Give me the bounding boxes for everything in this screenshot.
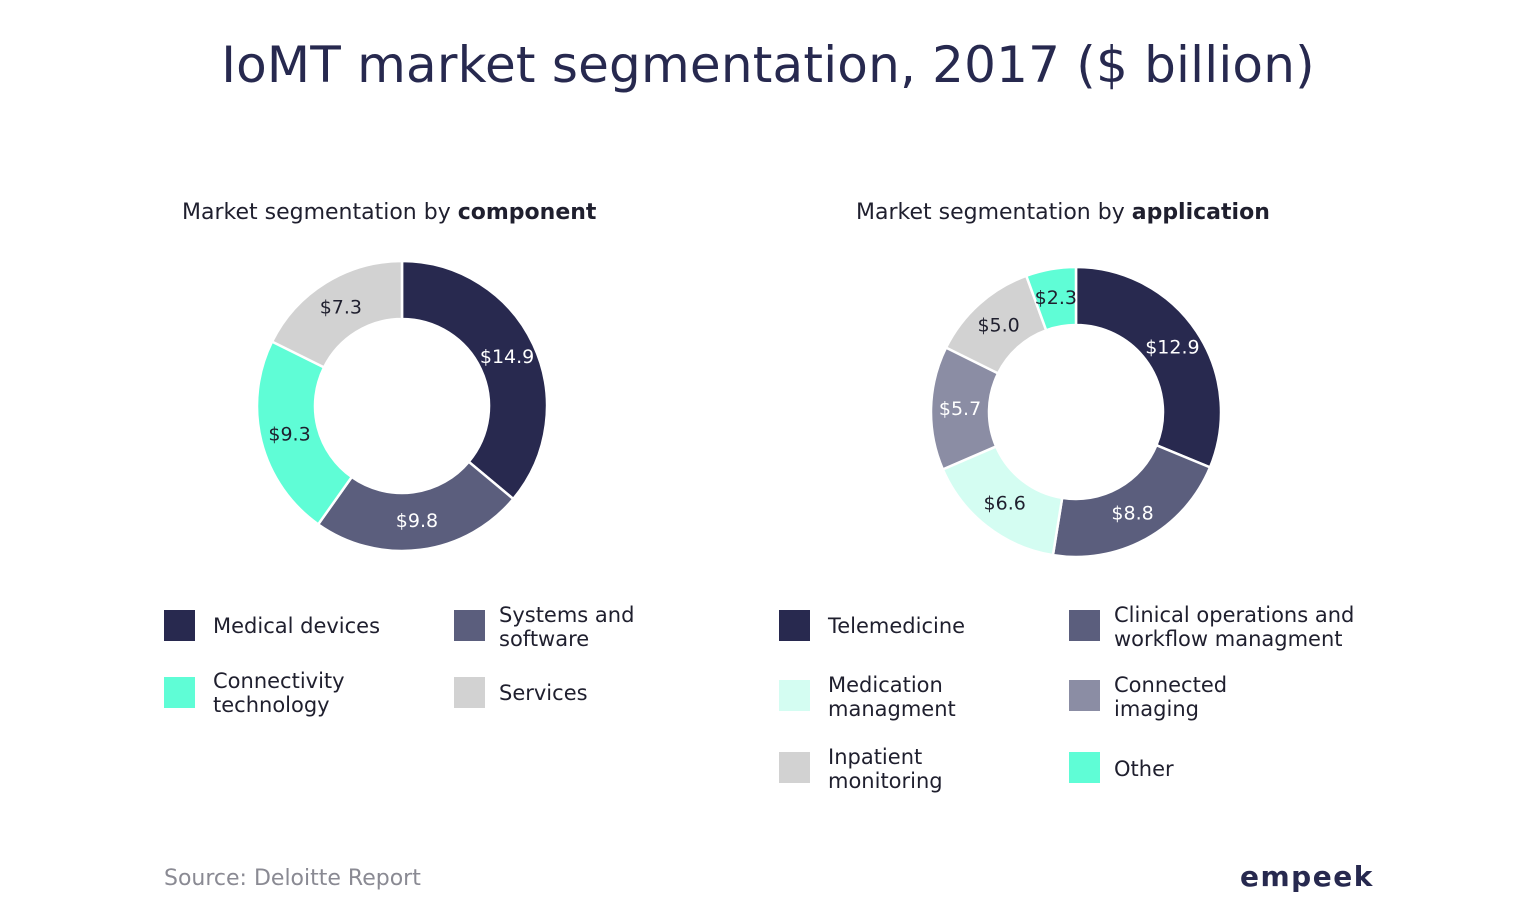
slice-label-clinical-operations-and-workflow-managment: $8.8	[1111, 502, 1153, 524]
legend-swatch	[454, 610, 485, 641]
source-note: Source: Deloitte Report	[164, 866, 421, 891]
slice-clinical-operations-and-workflow-managment	[1053, 445, 1210, 557]
legend-swatch	[779, 680, 810, 711]
legend-swatch	[1069, 680, 1100, 711]
legend-label: Connectivity technology	[213, 669, 383, 717]
legend-swatch	[779, 752, 810, 783]
legend-swatch	[779, 610, 810, 641]
slice-label-inpatient-monitoring: $5.0	[977, 315, 1019, 337]
legend-label: Systems and software	[499, 603, 669, 651]
subtitle-bold: component	[458, 200, 597, 225]
legend-label: Medication managment	[828, 673, 988, 721]
legend-label: Clinical operations and workflow managme…	[1114, 603, 1389, 651]
subtitle-prefix: Market segmentation by	[856, 200, 1132, 225]
application-donut-chart: $12.9 $8.8 $6.6 $5.7 $5.0 $2.3	[926, 262, 1226, 562]
legend-label: Telemedicine	[828, 614, 1088, 638]
legend-swatch	[454, 677, 485, 708]
legend-swatch	[164, 610, 195, 641]
component-chart-subtitle: Market segmentation by component	[182, 200, 596, 225]
slice-label-systems-and-software: $9.8	[396, 510, 438, 532]
slice-label-other: $2.3	[1035, 287, 1077, 309]
legend-label: Services	[499, 681, 759, 705]
legend-label: Medical devices	[213, 614, 473, 638]
page-title: IoMT market segmentation, 2017 ($ billio…	[0, 36, 1536, 94]
slice-label-connected-imaging: $5.7	[939, 398, 981, 420]
slice-label-telemedicine: $12.9	[1145, 337, 1199, 359]
slice-label-services: $7.3	[320, 296, 362, 318]
slice-medical-devices	[402, 261, 547, 499]
application-chart-subtitle: Market segmentation by application	[856, 200, 1270, 225]
legend-swatch	[1069, 752, 1100, 783]
slice-label-medical-devices: $14.9	[480, 346, 534, 368]
legend-label: Inpatient monitoring	[828, 745, 978, 793]
empeek-logo: empeek	[1240, 860, 1374, 893]
slice-label-medication-managment: $6.6	[984, 493, 1026, 515]
legend-swatch	[164, 677, 195, 708]
slice-label-connectivity-technology: $9.3	[268, 423, 310, 445]
legend-swatch	[1069, 610, 1100, 641]
legend-label: Other	[1114, 757, 1374, 781]
subtitle-bold: application	[1132, 200, 1270, 225]
legend-label: Connected imaging	[1114, 673, 1254, 721]
subtitle-prefix: Market segmentation by	[182, 200, 458, 225]
slice-telemedicine	[1076, 267, 1221, 467]
component-donut-chart: $14.9 $9.8 $9.3 $7.3	[252, 256, 552, 556]
